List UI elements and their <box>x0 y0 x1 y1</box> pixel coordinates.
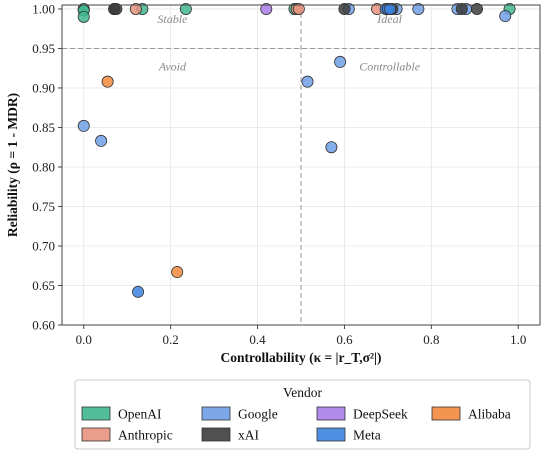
threshold-lines <box>62 5 540 325</box>
point-google-2 <box>301 75 314 88</box>
y-axis-title: Reliability (ρ = 1 - MDR) <box>5 93 20 237</box>
point-google-0 <box>77 119 90 132</box>
point-google-1 <box>95 134 108 147</box>
x-tick-label-1: 0.2 <box>163 332 179 347</box>
y-tick-label-2: 0.70 <box>32 238 55 253</box>
y-tick-label-7: 0.95 <box>32 41 55 56</box>
legend-swatch-meta <box>316 427 346 442</box>
legend: Vendor OpenAI Google DeepSeek Alibaba Anthro… <box>74 379 531 450</box>
legend-label-meta: Meta <box>353 428 381 443</box>
point-xai-6 <box>470 2 483 15</box>
x-axis-title: Controllability (κ = |r_T,σ²|) <box>220 350 381 365</box>
region-label-stable: Stable <box>157 12 188 26</box>
legend-label-google: Google <box>238 407 278 422</box>
y-tick-label-8: 1.00 <box>32 1 55 16</box>
point-openai-2 <box>77 10 90 23</box>
region-label-avoid: Avoid <box>158 60 187 74</box>
point-xai-1 <box>110 2 123 15</box>
plot-border <box>61 4 541 326</box>
legend-label-openai: OpenAI <box>118 407 162 422</box>
legend-title: Vendor <box>283 385 322 400</box>
point-alibaba-1 <box>171 266 184 279</box>
legend-label-xai: xAI <box>238 428 259 443</box>
point-xai-5 <box>455 2 468 15</box>
y-tick-label-4: 0.80 <box>32 159 55 174</box>
region-label-controllable: Controllable <box>359 60 421 74</box>
x-tick-label-0: 0.0 <box>76 332 92 347</box>
legend-label-alibaba: Alibaba <box>468 407 511 422</box>
y-tick-label-0: 0.60 <box>32 318 55 333</box>
y-tick-label-3: 0.75 <box>32 199 55 214</box>
data-points <box>77 2 516 298</box>
legend-swatch-google <box>201 406 231 421</box>
point-anthropic-0 <box>129 2 142 15</box>
legend-swatch-deepseek <box>316 406 346 421</box>
point-xai-2 <box>338 2 351 15</box>
point-deepseek-0 <box>260 2 273 15</box>
x-tick-label-4: 0.8 <box>423 332 439 347</box>
legend-swatch-anthropic <box>81 427 111 442</box>
legend-label-deepseek: DeepSeek <box>353 407 408 422</box>
plot-frame <box>61 4 541 326</box>
y-tick-label-5: 0.85 <box>32 120 55 135</box>
point-meta-0 <box>132 285 145 298</box>
point-google-4 <box>334 55 347 68</box>
x-tick-label-5: 1.0 <box>510 332 526 347</box>
y-tick-label-6: 0.90 <box>32 80 55 95</box>
point-alibaba-0 <box>101 75 114 88</box>
legend-box <box>74 379 531 450</box>
point-openai-5 <box>179 2 192 15</box>
point-google-10 <box>499 10 512 23</box>
legend-swatch-xai <box>201 427 231 442</box>
x-tick-label-3: 0.6 <box>336 332 353 347</box>
point-meta-3 <box>384 2 397 15</box>
point-google-3 <box>325 141 338 154</box>
x-tick-label-2: 0.4 <box>249 332 266 347</box>
point-google-7 <box>412 2 425 15</box>
region-label-ideal: Ideal <box>376 12 402 26</box>
y-tick-label-1: 0.65 <box>32 278 55 293</box>
legend-swatch-openai <box>81 406 111 421</box>
region-labels: Stable Ideal Avoid Controllable <box>157 12 420 73</box>
legend-label-anthropic: Anthropic <box>118 428 173 443</box>
tick-labels: 0.0 0.2 0.4 0.6 0.8 1.0 0.60 0.65 0.70 0.75 0.80 0.… <box>32 1 526 347</box>
point-anthropic-2 <box>292 2 305 15</box>
legend-swatch-alibaba <box>431 406 461 421</box>
